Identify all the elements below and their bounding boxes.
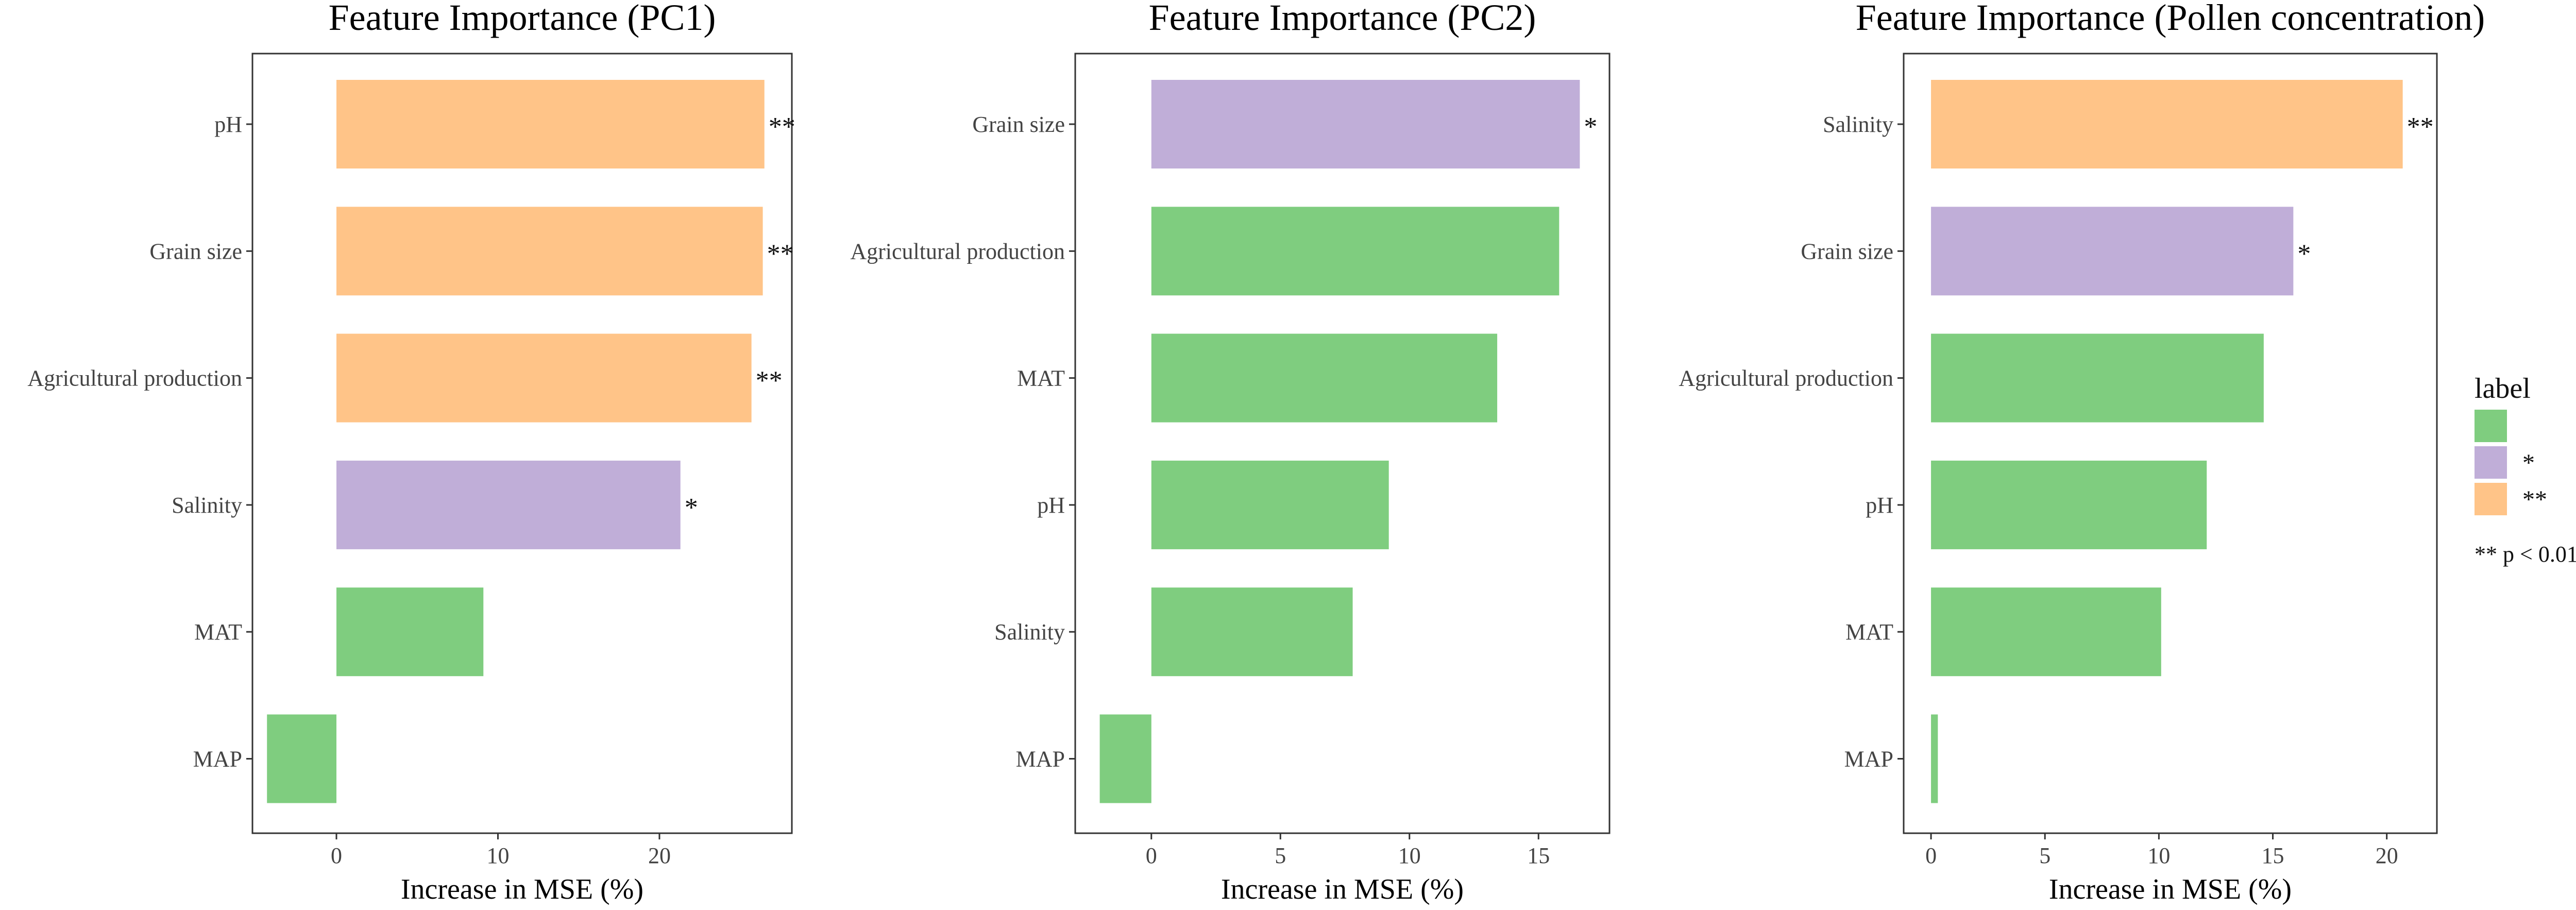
significance-label: ** <box>2407 112 2434 142</box>
x-tick-label: 5 <box>1275 843 1286 868</box>
bar <box>1931 80 2403 168</box>
bar <box>1151 80 1580 168</box>
y-tick-label: Grain size <box>972 112 1065 137</box>
y-tick-label: Grain size <box>149 239 242 264</box>
chart-panel-2: Feature Importance (PC2) * Grain size Agric… <box>850 0 1611 905</box>
x-axis-label: Increase in MSE (%) <box>1221 873 1464 905</box>
x-axis-label: Increase in MSE (%) <box>401 873 643 905</box>
bar <box>336 460 681 549</box>
bar <box>1931 460 2207 549</box>
significance-label: * <box>2297 239 2311 268</box>
significance-label: * <box>685 493 698 523</box>
y-tick-label: Agricultural production <box>27 366 242 391</box>
significance-label: * <box>1584 112 1597 142</box>
significance-label: ** <box>769 112 795 142</box>
x-axis-label: Increase in MSE (%) <box>2049 873 2292 905</box>
y-tick-label: Agricultural production <box>1679 366 1893 391</box>
y-tick-label: Salinity <box>172 493 242 518</box>
y-tick-label: MAT <box>1845 619 1893 645</box>
legend-swatch-none <box>2475 410 2507 442</box>
chart-title: Feature Importance (Pollen concentration… <box>1856 0 2485 38</box>
bar <box>1151 587 1353 677</box>
legend-swatch-double-star <box>2475 483 2507 515</box>
bar <box>1931 587 2161 677</box>
x-tick-label: 10 <box>1398 843 1421 868</box>
y-tick-label: Agricultural production <box>850 239 1065 264</box>
legend-significance-note: ** p < 0.01 * p < 0.05 <box>2475 542 2576 567</box>
bar <box>336 587 484 677</box>
bar <box>1151 460 1389 549</box>
x-tick-label: 10 <box>486 843 509 868</box>
chart-panel-1: Feature Importance (PC1) ** pH ** Grain size… <box>27 0 795 905</box>
y-tick-label: Salinity <box>1823 112 1893 137</box>
bar <box>336 333 752 423</box>
x-tick-label: 15 <box>2262 843 2284 868</box>
significance-label: ** <box>756 366 783 396</box>
bar <box>1931 714 1938 803</box>
legend-title: label <box>2475 373 2531 405</box>
legend-swatch-single-star <box>2475 446 2507 479</box>
x-tick-label: 20 <box>2376 843 2398 868</box>
bar <box>1151 207 1560 296</box>
plot-frame <box>251 53 793 834</box>
x-tick-label: 15 <box>1527 843 1550 868</box>
chart-title: Feature Importance (PC1) <box>329 0 716 38</box>
bar <box>1099 714 1151 803</box>
legend-label-single-star: * <box>2522 449 2535 477</box>
plot-frame <box>1903 53 2438 834</box>
bar <box>1151 333 1498 423</box>
x-tick-label: 0 <box>331 843 342 868</box>
chart-title: Feature Importance (PC2) <box>1149 0 1536 38</box>
y-tick-label: MAT <box>1017 366 1065 391</box>
chart-panel-3: Feature Importance (Pollen concentration… <box>1679 0 2485 905</box>
legend-label-double-star: ** <box>2522 486 2547 513</box>
y-tick-label: MAP <box>193 747 242 772</box>
y-tick-label: pH <box>214 112 242 137</box>
x-tick-label: 0 <box>1146 843 1157 868</box>
y-tick-label: MAP <box>1016 747 1065 772</box>
y-tick-label: MAP <box>1844 747 1893 772</box>
x-tick-label: 5 <box>2039 843 2050 868</box>
y-tick-label: pH <box>1037 493 1065 518</box>
significance-label: ** <box>767 239 794 268</box>
bar <box>336 80 765 168</box>
y-tick-label: pH <box>1866 493 1893 518</box>
bar <box>1931 333 2264 423</box>
y-tick-label: MAT <box>194 619 242 645</box>
y-tick-label: Grain size <box>1801 239 1893 264</box>
bar <box>1931 207 2294 296</box>
x-tick-label: 20 <box>648 843 671 868</box>
legend: label * ** ** p < 0.01 * p < 0.05 <box>2475 373 2576 567</box>
y-tick-label: Salinity <box>994 619 1065 645</box>
bar <box>267 714 337 803</box>
x-tick-label: 0 <box>1925 843 1937 868</box>
bar <box>336 207 763 296</box>
x-tick-label: 10 <box>2147 843 2170 868</box>
plot-frame <box>1074 53 1611 834</box>
